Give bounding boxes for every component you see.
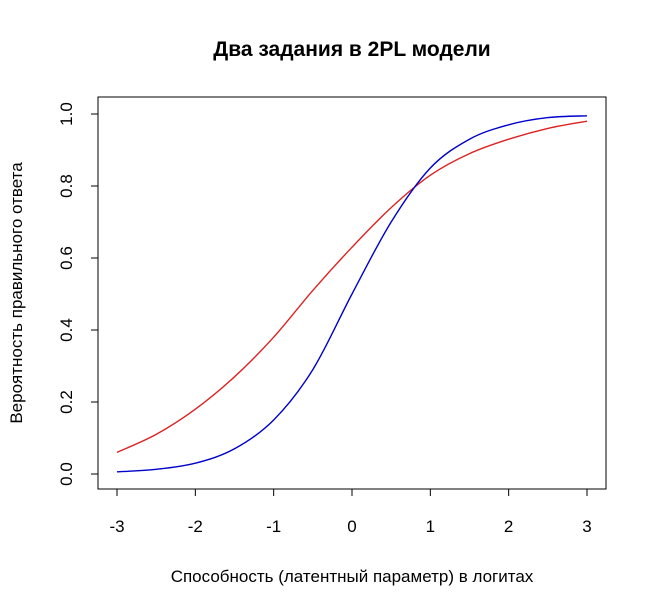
- y-axis: 0.0 0.2 0.4 0.6 0.8 1.0: [57, 102, 99, 486]
- series-1-line: [116, 120, 588, 454]
- y-tick-label: 0.0: [57, 462, 76, 486]
- x-tick-label: 3: [582, 517, 591, 536]
- y-tick-label: 0.2: [57, 390, 76, 414]
- y-tick-label: 0.8: [57, 174, 76, 198]
- y-axis-label: Вероятность правильного ответа: [7, 162, 26, 424]
- series-2-line: [116, 115, 588, 473]
- x-axis-label: Способность (латентный параметр) в логит…: [171, 567, 534, 586]
- x-tick-label: -1: [266, 517, 281, 536]
- y-tick-label: 1.0: [57, 102, 76, 126]
- x-axis: -3 -2 -1 0 1 2 3: [109, 488, 592, 536]
- x-tick-label: 1: [426, 517, 435, 536]
- x-tick-label: 0: [347, 517, 356, 536]
- x-tick-label: 2: [504, 517, 513, 536]
- y-tick-label: 0.4: [57, 318, 76, 342]
- x-tick-label: -2: [188, 517, 203, 536]
- chart-title: Два задания в 2PL модели: [213, 38, 490, 61]
- curves: [116, 115, 588, 473]
- y-tick-label: 0.6: [57, 246, 76, 270]
- x-tick-label: -3: [109, 517, 124, 536]
